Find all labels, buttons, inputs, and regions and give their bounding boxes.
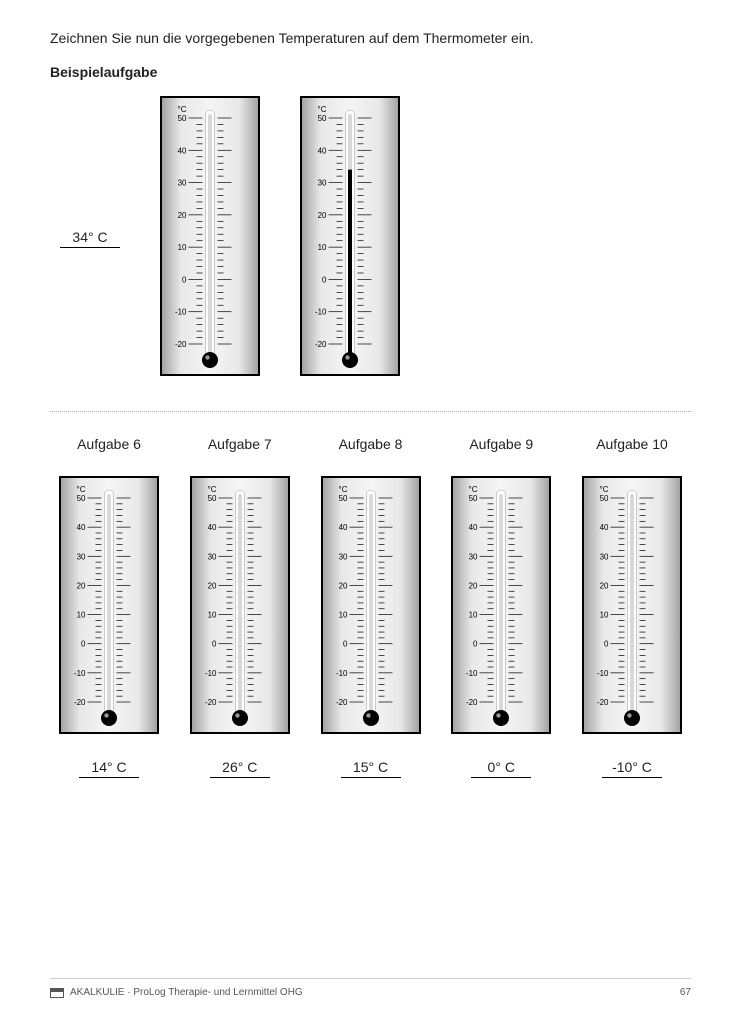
svg-text:-10: -10 (175, 308, 187, 317)
svg-text:40: 40 (469, 523, 478, 532)
task-answer: 14° C (79, 759, 139, 778)
svg-text:50: 50 (338, 494, 347, 503)
svg-text:0: 0 (322, 275, 327, 284)
svg-text:-20: -20 (74, 698, 86, 707)
svg-text:50: 50 (207, 494, 216, 503)
svg-text:20: 20 (600, 581, 609, 590)
svg-text:-20: -20 (175, 340, 187, 349)
page-footer: AKALKULIE · ProLog Therapie- und Lernmit… (50, 978, 691, 998)
svg-text:0: 0 (473, 640, 478, 649)
task-column: Aufgabe 9 50 40 30 20 10 0 -10 -20 °C 0° C (442, 436, 560, 778)
svg-text:°C: °C (207, 485, 216, 494)
thermometer-task: 50 40 30 20 10 0 -10 -20 °C (582, 476, 682, 739)
svg-text:-20: -20 (335, 698, 347, 707)
svg-text:20: 20 (77, 581, 86, 590)
instruction-text: Zeichnen Sie nun die vorgegebenen Temper… (50, 30, 691, 46)
svg-text:20: 20 (178, 211, 187, 220)
svg-text:40: 40 (338, 523, 347, 532)
svg-text:0: 0 (81, 640, 86, 649)
footer-publisher: AKALKULIE · ProLog Therapie- und Lernmit… (70, 987, 303, 998)
svg-text:30: 30 (178, 179, 187, 188)
svg-text:-20: -20 (315, 340, 327, 349)
task-row: Aufgabe 6 50 40 30 20 10 0 -10 -20 °C 14° C Aufg… (50, 436, 691, 778)
task-title: Aufgabe 6 (77, 436, 141, 452)
svg-text:-10: -10 (466, 669, 478, 678)
task-column: Aufgabe 7 50 40 30 20 10 0 -10 -20 °C 26° C (181, 436, 299, 778)
svg-text:0: 0 (604, 640, 609, 649)
svg-text:°C: °C (600, 485, 609, 494)
task-column: Aufgabe 10 50 40 30 20 10 0 -10 -20 °C -10° C (573, 436, 691, 778)
svg-text:-10: -10 (315, 308, 327, 317)
svg-text:10: 10 (469, 611, 478, 620)
thermometer-example-filled: 50 40 30 20 10 0 -10 -20 °C (300, 96, 400, 381)
task-answer: 0° C (471, 759, 531, 778)
svg-text:20: 20 (338, 581, 347, 590)
svg-text:°C: °C (178, 105, 187, 114)
svg-text:40: 40 (318, 146, 327, 155)
svg-text:10: 10 (318, 243, 327, 252)
page-number: 67 (680, 987, 691, 998)
svg-text:50: 50 (77, 494, 86, 503)
svg-text:40: 40 (207, 523, 216, 532)
task-title: Aufgabe 8 (339, 436, 403, 452)
svg-text:-10: -10 (205, 669, 217, 678)
svg-text:30: 30 (469, 552, 478, 561)
svg-text:0: 0 (182, 275, 187, 284)
svg-text:20: 20 (207, 581, 216, 590)
svg-text:50: 50 (178, 114, 187, 123)
svg-text:-20: -20 (466, 698, 478, 707)
svg-text:30: 30 (318, 179, 327, 188)
thermometer-task: 50 40 30 20 10 0 -10 -20 °C (451, 476, 551, 739)
svg-text:°C: °C (318, 105, 327, 114)
svg-text:0: 0 (212, 640, 217, 649)
svg-text:-10: -10 (597, 669, 609, 678)
svg-text:50: 50 (600, 494, 609, 503)
task-title: Aufgabe 9 (469, 436, 533, 452)
svg-text:40: 40 (77, 523, 86, 532)
svg-text:30: 30 (207, 552, 216, 561)
thermometer-task: 50 40 30 20 10 0 -10 -20 °C (190, 476, 290, 739)
task-column: Aufgabe 8 50 40 30 20 10 0 -10 -20 °C 15° C (312, 436, 430, 778)
task-title: Aufgabe 10 (596, 436, 668, 452)
example-row: 34° C 50 40 30 20 10 0 -10 -20 °C 50 40 30 20 10 0 -10… (60, 96, 691, 381)
svg-text:-10: -10 (335, 669, 347, 678)
thermometer-example-blank: 50 40 30 20 10 0 -10 -20 °C (160, 96, 260, 381)
svg-text:10: 10 (207, 611, 216, 620)
task-answer: 26° C (210, 759, 270, 778)
svg-text:10: 10 (178, 243, 187, 252)
task-title: Aufgabe 7 (208, 436, 272, 452)
svg-text:0: 0 (343, 640, 348, 649)
svg-text:10: 10 (77, 611, 86, 620)
svg-text:50: 50 (469, 494, 478, 503)
svg-text:40: 40 (178, 146, 187, 155)
svg-text:10: 10 (338, 611, 347, 620)
svg-text:°C: °C (338, 485, 347, 494)
svg-text:10: 10 (600, 611, 609, 620)
svg-text:50: 50 (318, 114, 327, 123)
svg-text:20: 20 (318, 211, 327, 220)
task-column: Aufgabe 6 50 40 30 20 10 0 -10 -20 °C 14° C (50, 436, 168, 778)
example-answer: 34° C (60, 229, 120, 248)
thermometer-task: 50 40 30 20 10 0 -10 -20 °C (321, 476, 421, 739)
publisher-logo-icon (50, 988, 64, 998)
thermometer-task: 50 40 30 20 10 0 -10 -20 °C (59, 476, 159, 739)
svg-text:-20: -20 (205, 698, 217, 707)
section-divider (50, 411, 691, 412)
svg-text:30: 30 (338, 552, 347, 561)
task-answer: 15° C (341, 759, 401, 778)
svg-text:°C: °C (77, 485, 86, 494)
svg-text:-10: -10 (74, 669, 86, 678)
task-answer: -10° C (602, 759, 662, 778)
svg-text:30: 30 (77, 552, 86, 561)
svg-text:40: 40 (600, 523, 609, 532)
example-heading: Beispielaufgabe (50, 64, 691, 80)
svg-text:°C: °C (469, 485, 478, 494)
svg-text:-20: -20 (597, 698, 609, 707)
svg-text:20: 20 (469, 581, 478, 590)
svg-text:30: 30 (600, 552, 609, 561)
